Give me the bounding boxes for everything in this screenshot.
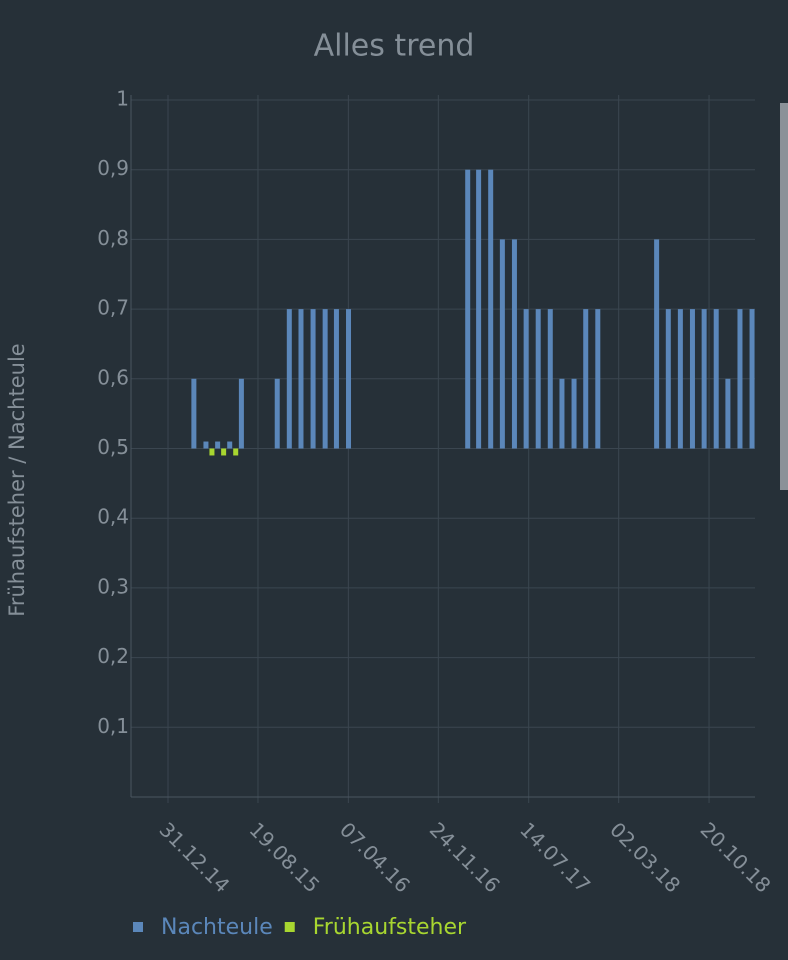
bar: [286, 309, 292, 449]
bar: [654, 239, 660, 449]
y-tick-label: 0,9: [97, 156, 129, 180]
x-tick-label: 31.12.14: [155, 817, 235, 897]
bar: [298, 309, 304, 449]
bar: [227, 441, 233, 449]
bar: [233, 448, 239, 456]
bar: [274, 378, 280, 449]
y-tick-label: 0,1: [97, 714, 129, 738]
x-tick-label: 14.07.17: [515, 817, 595, 897]
bar: [203, 441, 209, 449]
bar: [221, 448, 227, 456]
legend-swatch: [284, 922, 295, 932]
bar: [209, 448, 215, 456]
bar: [310, 309, 316, 449]
legend-swatch: [133, 922, 143, 932]
x-tick-label: 19.08.15: [245, 817, 325, 897]
bar: [346, 309, 352, 449]
bar: [737, 309, 743, 449]
y-tick-label: 0,3: [97, 574, 129, 598]
y-tick-label: 0,5: [97, 435, 129, 459]
y-tick-label: 1: [116, 87, 129, 111]
bar: [191, 378, 197, 449]
bar: [333, 309, 339, 449]
x-tick-label: 24.11.16: [425, 817, 505, 897]
legend-label: Nachteule: [161, 915, 273, 940]
bar: [547, 309, 553, 449]
bar: [465, 169, 471, 449]
bar: [749, 309, 755, 449]
bar: [701, 309, 707, 449]
y-tick-label: 0,2: [97, 644, 129, 668]
bar: [535, 309, 541, 449]
bar: [595, 309, 601, 449]
x-tick-label: 02.03.18: [605, 817, 685, 897]
bar: [571, 378, 577, 449]
y-tick-label: 0,8: [97, 226, 129, 250]
y-tick-label: 0,7: [97, 296, 129, 320]
bar: [476, 169, 482, 449]
bar: [511, 239, 517, 449]
bar: [583, 309, 589, 449]
x-tick-label: 20.10.18: [696, 817, 776, 897]
bar: [238, 378, 244, 449]
bar: [713, 309, 719, 449]
bar: [322, 309, 328, 449]
bar: [215, 441, 221, 449]
bar: [499, 239, 505, 449]
bar: [677, 309, 683, 449]
bar: [488, 169, 494, 449]
bar: [725, 378, 731, 449]
x-tick-label: 07.04.16: [335, 817, 415, 897]
bar: [523, 309, 529, 449]
bar: [559, 378, 565, 449]
y-axis-label: Frühaufsteher / Nachteule: [5, 343, 29, 616]
scrollbar[interactable]: [780, 103, 788, 490]
y-tick-label: 0,6: [97, 365, 129, 389]
bar: [665, 309, 671, 449]
y-tick-label: 0,4: [97, 505, 129, 529]
legend-label: Frühaufsteher: [313, 915, 467, 940]
bar: [689, 309, 695, 449]
chart-title: Alles trend: [314, 29, 475, 64]
